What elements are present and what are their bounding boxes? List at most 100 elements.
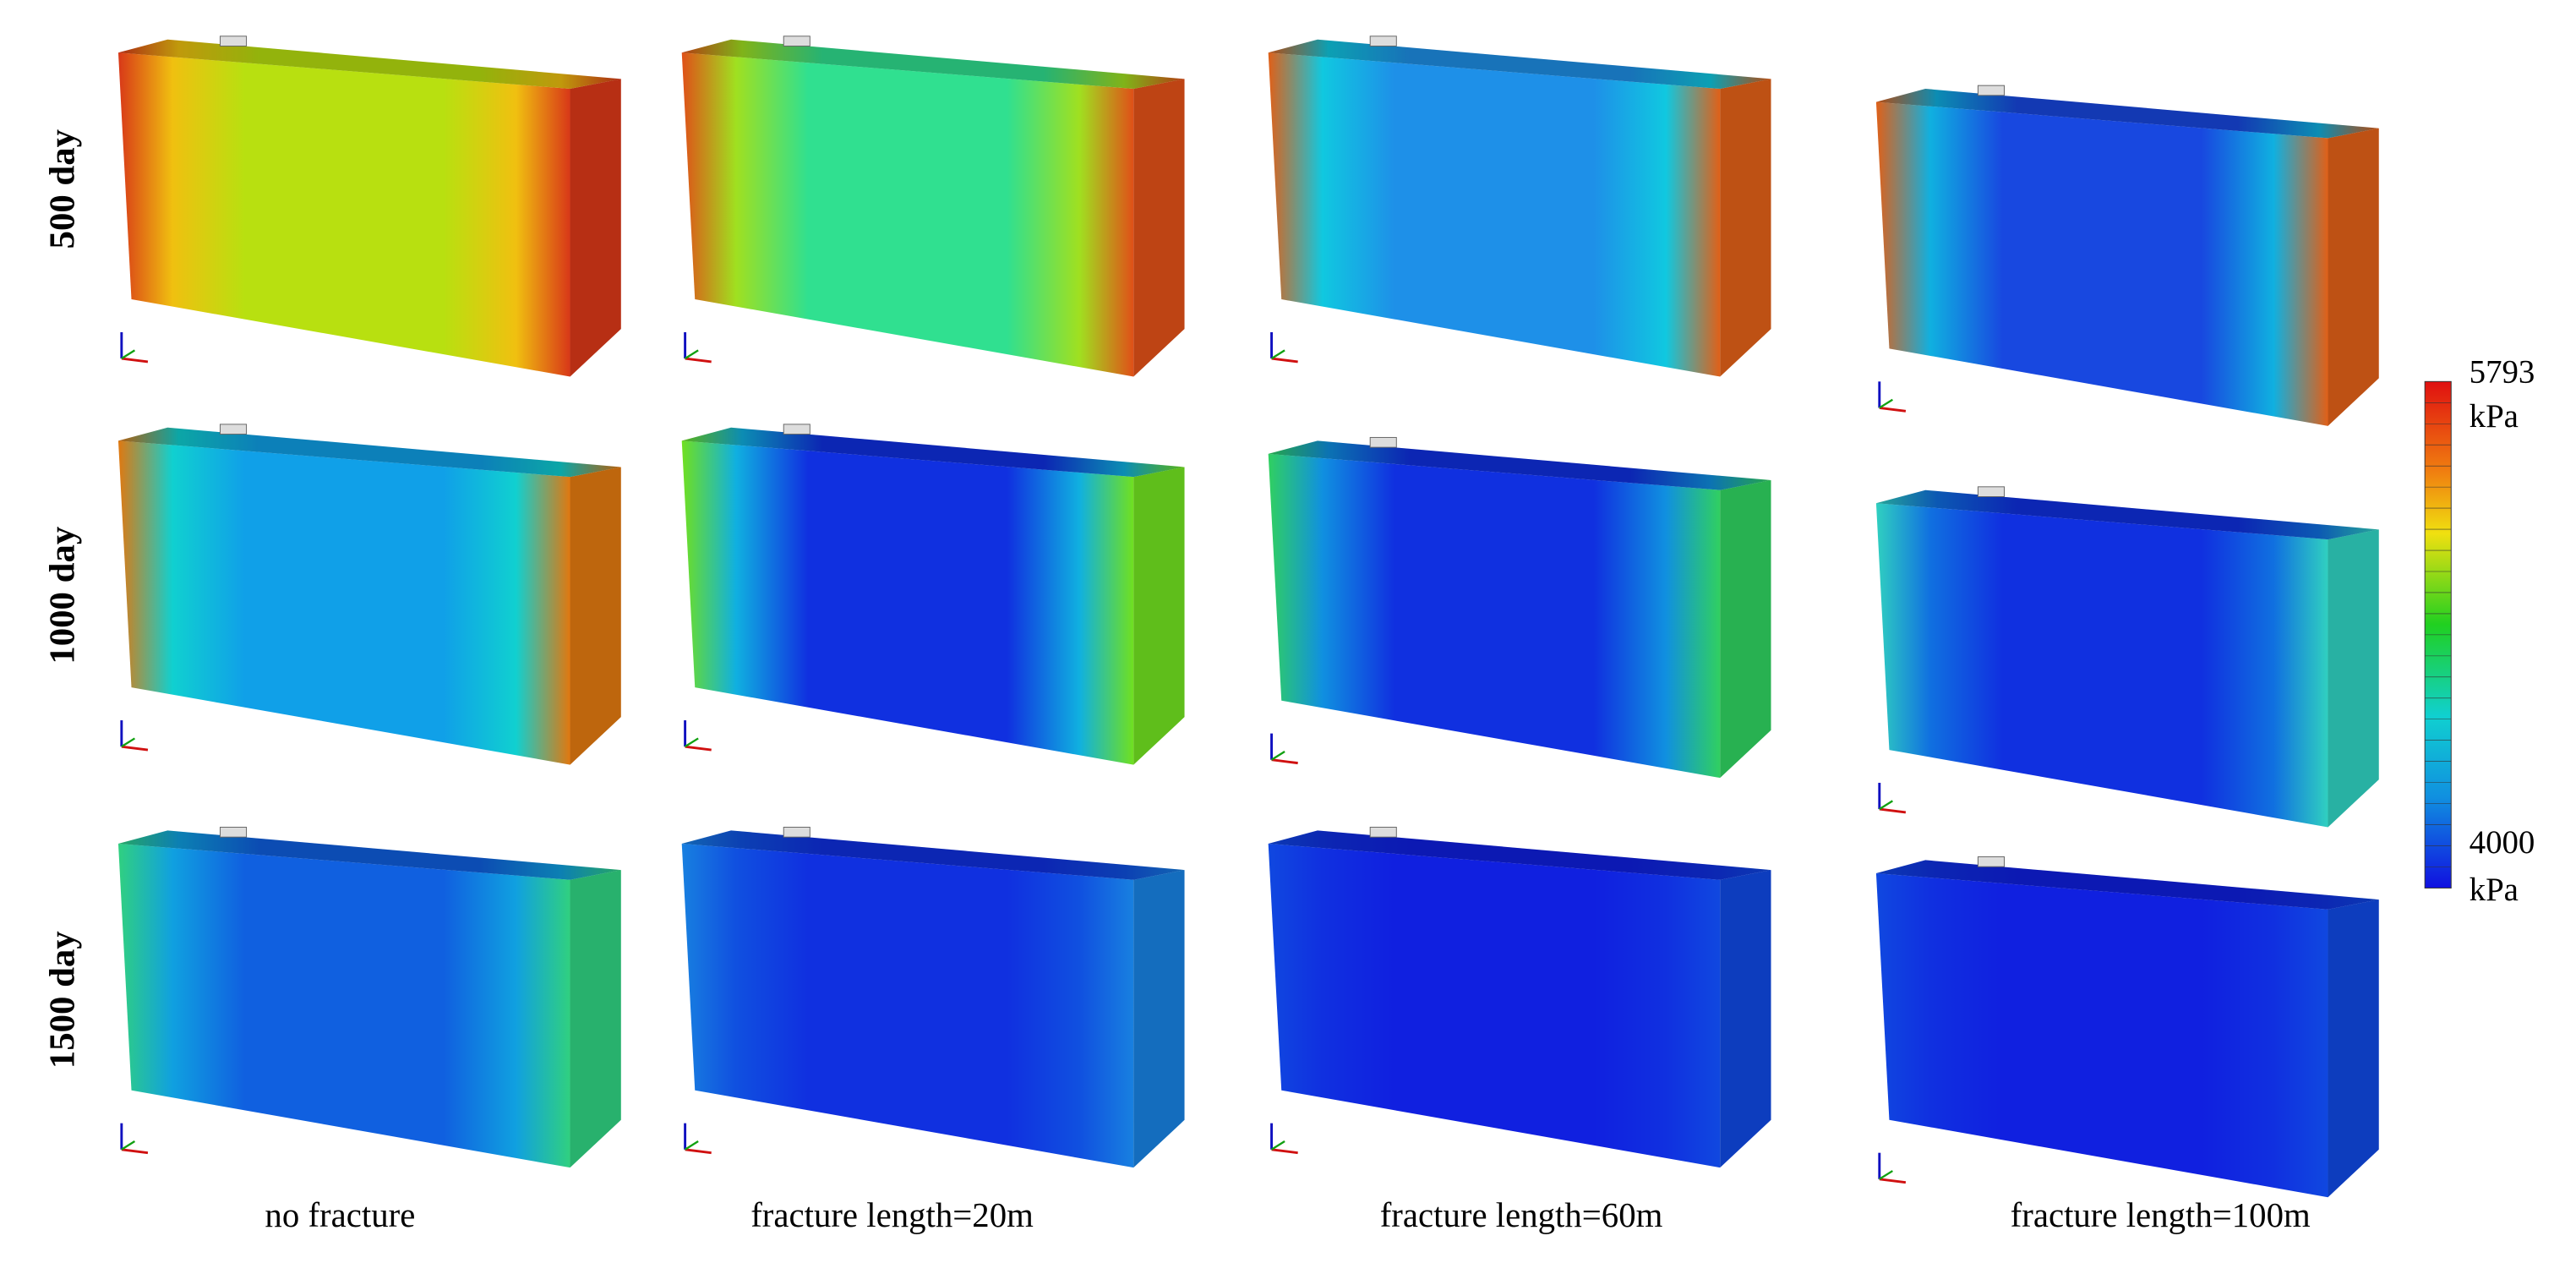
- well-marker: [1977, 486, 2006, 497]
- top-face: [681, 39, 1185, 90]
- top-shade: [1875, 89, 2379, 139]
- top-shade: [1268, 440, 1771, 490]
- top-face: [1268, 39, 1771, 90]
- front-face: [1875, 503, 2328, 828]
- axis-y: [1879, 800, 1893, 811]
- front-face: [681, 52, 1134, 377]
- column-label: fracture length=100m: [2011, 1196, 2311, 1234]
- column-label: fracture length=60m: [1380, 1196, 1663, 1234]
- side-face: [570, 79, 621, 377]
- axis-x: [121, 1148, 149, 1155]
- side-face: [1133, 467, 1185, 765]
- top-shade: [1875, 860, 2379, 910]
- pressure-panel: [1268, 36, 1771, 377]
- column-label: fracture length=20m: [750, 1196, 1034, 1234]
- axis-y: [121, 737, 136, 748]
- panels: [117, 36, 2379, 1198]
- axis-y: [684, 737, 699, 748]
- top-shade: [681, 427, 1185, 478]
- axis-x: [1879, 406, 1907, 413]
- well-marker: [1977, 856, 2006, 867]
- side-face: [1720, 870, 1771, 1168]
- column-label: no fracture: [265, 1196, 415, 1234]
- pressure-panel: [1268, 436, 1771, 779]
- well-marker: [219, 424, 248, 435]
- side-shade: [2328, 128, 2379, 426]
- side-face: [1720, 480, 1771, 779]
- top-face: [1268, 440, 1771, 490]
- top-shade: [117, 39, 621, 90]
- top-face: [1875, 89, 2379, 139]
- axis-x: [1879, 807, 1907, 814]
- side-shade: [1133, 79, 1185, 377]
- axis-x: [1271, 758, 1298, 765]
- pressure-panel: [681, 424, 1185, 765]
- axis-x: [121, 357, 149, 364]
- top-face: [681, 427, 1185, 478]
- front-face: [681, 440, 1134, 765]
- colorbar-unit: kPa: [2470, 398, 2519, 435]
- front-face: [1268, 52, 1721, 377]
- colorbar-unit: kPa: [2470, 872, 2519, 908]
- pressure-panel: [1268, 827, 1771, 1168]
- axis-x: [685, 745, 712, 752]
- row-label: 1500 day: [43, 931, 83, 1069]
- well-marker: [783, 36, 810, 46]
- side-shade: [2328, 899, 2379, 1198]
- top-face: [681, 830, 1185, 880]
- top-shade: [681, 830, 1185, 880]
- well-marker: [1369, 827, 1397, 838]
- top-face: [117, 39, 621, 90]
- axis-y: [1270, 751, 1285, 761]
- pressure-panel: [681, 827, 1185, 1168]
- axis-y: [1270, 1140, 1285, 1151]
- axis-x: [685, 1148, 712, 1155]
- front-face: [1875, 101, 2328, 426]
- top-face: [117, 830, 621, 880]
- axis-x: [1879, 1178, 1907, 1184]
- top-shade: [117, 830, 621, 880]
- pressure-panel: [1875, 85, 2379, 426]
- axis-y: [121, 349, 136, 360]
- front-face: [1268, 453, 1721, 779]
- top-face: [117, 427, 621, 478]
- pressure-panel: [1875, 856, 2379, 1198]
- top-shade: [681, 39, 1185, 90]
- axis-y: [1879, 1170, 1893, 1180]
- side-face: [2328, 128, 2379, 426]
- side-shade: [1133, 870, 1185, 1168]
- axis-y: [121, 1140, 136, 1151]
- well-marker: [1369, 36, 1397, 46]
- front-face: [117, 843, 570, 1168]
- axis-y: [1270, 349, 1285, 360]
- axis-y: [684, 1140, 699, 1151]
- front-face: [117, 440, 570, 765]
- side-shade: [570, 870, 621, 1168]
- side-face: [2328, 899, 2379, 1198]
- side-face: [1133, 79, 1185, 377]
- top-shade: [1268, 830, 1771, 880]
- row-label: 1000 day: [43, 527, 83, 664]
- side-face: [2328, 529, 2379, 828]
- axis-y: [1879, 398, 1893, 409]
- colorbar-min: 4000: [2470, 824, 2535, 861]
- front-face: [681, 843, 1134, 1168]
- pressure-panel: [117, 827, 621, 1168]
- side-face: [1720, 79, 1771, 377]
- well-marker: [1369, 436, 1397, 448]
- top-shade: [117, 427, 621, 478]
- axis-x: [1271, 357, 1298, 364]
- axis-x: [121, 745, 149, 752]
- pressure-panel: [1875, 486, 2379, 828]
- side-shade: [570, 79, 621, 377]
- side-shade: [570, 467, 621, 765]
- top-shade: [1875, 489, 2379, 540]
- pressure-panel: [117, 36, 621, 377]
- colorbar-max: 5793: [2470, 353, 2535, 390]
- axis-x: [1271, 1148, 1298, 1155]
- top-face: [1875, 489, 2379, 540]
- top-shade: [1268, 39, 1771, 90]
- row-label: 500 day: [43, 129, 83, 249]
- pressure-panel: [117, 424, 621, 765]
